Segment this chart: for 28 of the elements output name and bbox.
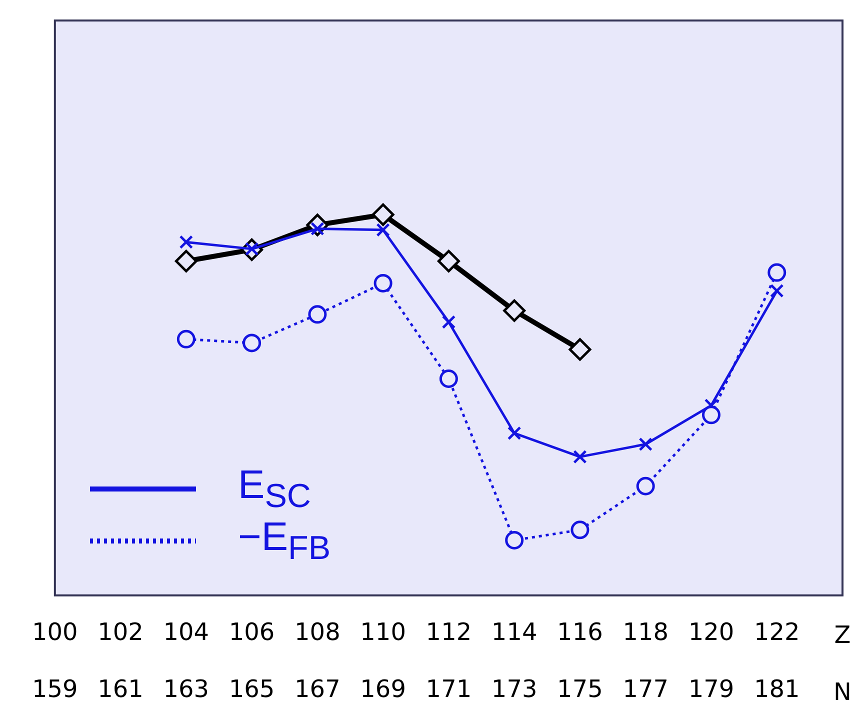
x-tick-label: 104 — [163, 618, 210, 646]
x2-tick-label: 175 — [557, 674, 603, 703]
x2-tick-label: 179 — [688, 674, 734, 703]
x2-tick-label: 159 — [32, 674, 78, 703]
x2-tick-label: 173 — [491, 674, 538, 703]
legend-label: −E$_{FB}$ — [238, 514, 331, 568]
x-axis-title: Z — [834, 621, 851, 650]
x2-axis-title: N — [834, 678, 852, 706]
x2-tick-label: 167 — [294, 674, 340, 703]
x-tick-label: 102 — [98, 618, 144, 646]
x2-tick-label: 181 — [754, 674, 800, 703]
x-tick-label: 106 — [228, 618, 275, 646]
x2-tick-label: 163 — [163, 674, 210, 703]
x-tick-label: 110 — [360, 618, 406, 646]
x-tick-label: 108 — [294, 618, 340, 646]
x2-tick-label: 165 — [228, 674, 275, 703]
x-tick-label: 100 — [32, 618, 78, 646]
x-tick-label: 116 — [557, 618, 603, 646]
legend-label: E$_{SC}$ — [238, 462, 311, 516]
x-tick-label: 118 — [622, 618, 669, 646]
x2-tick-label: 169 — [360, 674, 406, 703]
x-tick-label: 120 — [688, 618, 734, 646]
x-tick-label: 122 — [754, 618, 800, 646]
x2-tick-label: 171 — [426, 674, 472, 703]
x-tick-label: 114 — [491, 618, 538, 646]
x2-tick-label: 161 — [98, 674, 144, 703]
x2-tick-label: 177 — [622, 674, 669, 703]
x-tick-label: 112 — [426, 618, 472, 646]
